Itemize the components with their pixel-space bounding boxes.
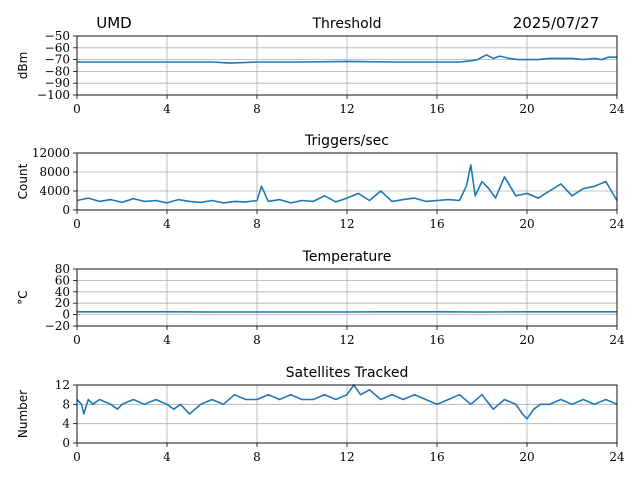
y-tick-label: 8000	[39, 165, 70, 179]
x-tick-label: 16	[429, 450, 444, 464]
x-tick-label: 12	[339, 217, 354, 231]
x-tick-label: 24	[609, 217, 625, 231]
x-tick-label: 4	[163, 333, 171, 347]
x-tick-label: 20	[519, 333, 534, 347]
x-tick-label: 0	[73, 450, 81, 464]
series-line	[76, 384, 618, 420]
y-tick-label: −20	[45, 319, 70, 333]
chart-title: Threshold	[312, 16, 382, 32]
y-tick-label: −70	[45, 53, 70, 67]
x-tick-label: 12	[339, 333, 354, 347]
plot-frame	[76, 35, 618, 96]
y-tick-label: 0	[62, 308, 70, 322]
x-tick-label: 8	[253, 217, 261, 231]
x-tick-label: 0	[73, 333, 81, 347]
x-tick-label: 20	[519, 217, 534, 231]
x-tick-label: 12	[339, 102, 354, 116]
x-tick-label: 16	[429, 217, 444, 231]
y-tick-label: 60	[55, 273, 70, 287]
y-axis-label: °C	[16, 290, 30, 304]
plot-frame	[76, 268, 618, 327]
site-label: UMD	[96, 14, 131, 32]
y-axis-label: Number	[16, 390, 30, 438]
y-axis-label: dBm	[16, 52, 30, 80]
x-tick-label: 20	[519, 102, 534, 116]
x-tick-label: 16	[429, 102, 444, 116]
chart-title: Temperature	[302, 249, 392, 265]
y-tick-label: 0	[62, 436, 70, 450]
x-tick-label: 24	[609, 333, 625, 347]
x-tick-label: 0	[73, 217, 81, 231]
y-tick-label: 12000	[32, 146, 70, 160]
x-tick-label: 16	[429, 333, 444, 347]
x-tick-label: 24	[609, 450, 625, 464]
y-tick-label: 0	[62, 203, 70, 217]
plot-frame	[76, 152, 618, 211]
y-tick-label: 4000	[39, 184, 70, 198]
y-axis-label: Count	[16, 163, 30, 199]
y-tick-label: −100	[37, 88, 70, 102]
series-line	[77, 54, 617, 64]
y-tick-label: 40	[55, 285, 70, 299]
chart-title: Satellites Tracked	[286, 365, 409, 381]
y-tick-label: −80	[45, 64, 70, 78]
x-tick-label: 4	[163, 102, 171, 116]
y-tick-label: 12	[55, 378, 70, 392]
plot-frame	[76, 384, 618, 444]
y-tick-label: 4	[62, 417, 70, 431]
x-tick-label: 4	[163, 217, 171, 231]
chart-title: Triggers/sec	[304, 133, 389, 149]
x-tick-label: 8	[253, 450, 261, 464]
y-tick-label: 20	[55, 296, 70, 310]
series-line	[76, 164, 618, 204]
x-tick-label: 12	[339, 450, 354, 464]
y-tick-label: −50	[45, 29, 70, 43]
x-tick-label: 24	[609, 102, 625, 116]
x-tick-label: 0	[73, 102, 81, 116]
x-tick-label: 8	[253, 102, 261, 116]
y-tick-label: 80	[55, 262, 70, 276]
y-tick-label: −90	[45, 76, 70, 90]
date-label: 2025/07/27	[513, 14, 599, 32]
y-tick-label: −60	[45, 41, 70, 55]
y-tick-label: 8	[62, 397, 70, 411]
x-tick-label: 4	[163, 450, 171, 464]
x-tick-label: 8	[253, 333, 261, 347]
x-tick-label: 20	[519, 450, 534, 464]
